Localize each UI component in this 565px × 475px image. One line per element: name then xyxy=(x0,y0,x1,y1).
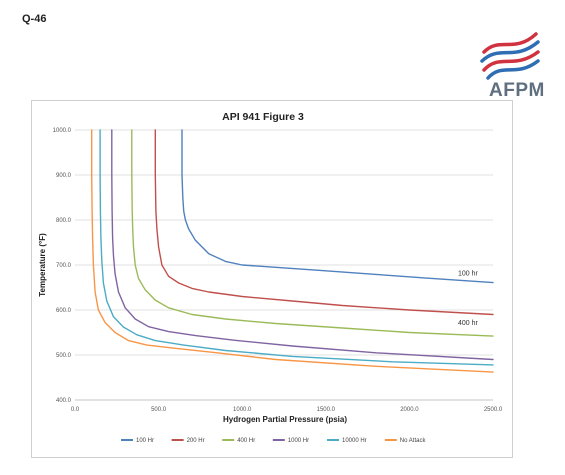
series-line-1000-hr xyxy=(111,129,494,361)
y-tick-label: 700.0 xyxy=(56,263,72,269)
x-tick-label: 2500.0 xyxy=(484,407,503,413)
x-axis-ticks: 0.0 500.0 1000.0 1500.0 2000.0 2500.0 xyxy=(71,407,503,413)
chart-title: API 941 Figure 3 xyxy=(222,111,304,123)
annotation-label: 100 hr xyxy=(458,271,479,278)
logo-wave-blue-2 xyxy=(486,59,540,80)
logo-text: AFPM xyxy=(489,80,545,101)
series-line-100-hr xyxy=(181,129,494,284)
legend-label: 10000 Hr xyxy=(342,438,367,444)
logo-wave-blue-1 xyxy=(480,40,540,63)
legend-item: 1000 Hr xyxy=(272,438,309,444)
legend-label: 100 Hr xyxy=(136,438,154,444)
logo-wave-red-2 xyxy=(482,50,540,72)
series-lines xyxy=(91,129,494,373)
question-label: Q-46 xyxy=(22,13,47,25)
y-tick-label: 900.0 xyxy=(56,173,72,179)
chart: API 941 Figure 3 400.0 500.0 600.0 700.0 800… xyxy=(38,111,503,444)
series-line-10000-hr xyxy=(99,129,494,366)
annotations: 100 hr 400 hr xyxy=(458,271,479,328)
y-tick-label: 800.0 xyxy=(56,218,72,224)
x-tick-label: 500.0 xyxy=(151,407,167,413)
y-tick-label: 400.0 xyxy=(56,398,72,404)
legend: 100 Hr 200 Hr 400 Hr 1000 Hr 10000 Hr No Atta… xyxy=(121,438,426,444)
series-line-400-hr xyxy=(131,129,494,337)
legend-label: 400 Hr xyxy=(237,438,255,444)
x-tick-label: 1000.0 xyxy=(233,407,252,413)
x-tick-label: 1500.0 xyxy=(317,407,336,413)
x-tick-label: 0.0 xyxy=(71,407,80,413)
legend-label: No Attack xyxy=(400,438,427,444)
x-tick-label: 2000.0 xyxy=(400,407,419,413)
y-axis-title: Temperature (°F) xyxy=(38,233,47,297)
y-axis-ticks: 400.0 500.0 600.0 700.0 800.0 900.0 1000.0 xyxy=(53,128,72,404)
legend-label: 1000 Hr xyxy=(288,438,309,444)
y-tick-label: 1000.0 xyxy=(53,128,72,134)
y-tick-label: 500.0 xyxy=(56,353,72,359)
legend-item: 200 Hr xyxy=(171,438,205,444)
series-line-no-attack xyxy=(91,129,494,373)
legend-item: 400 Hr xyxy=(222,438,255,444)
afpm-logo xyxy=(480,32,540,80)
legend-label: 200 Hr xyxy=(187,438,205,444)
logo-wave-marks xyxy=(480,32,540,80)
legend-item: 10000 Hr xyxy=(327,438,367,444)
legend-item: No Attack xyxy=(384,438,427,444)
legend-item: 100 Hr xyxy=(121,438,154,444)
annotation-label: 400 hr xyxy=(458,320,479,327)
series-line-200-hr xyxy=(154,129,494,316)
x-axis-title: Hydrogen Partial Pressure (psia) xyxy=(223,415,347,424)
logo-wave-red-1 xyxy=(482,32,538,54)
y-tick-label: 600.0 xyxy=(56,308,72,314)
